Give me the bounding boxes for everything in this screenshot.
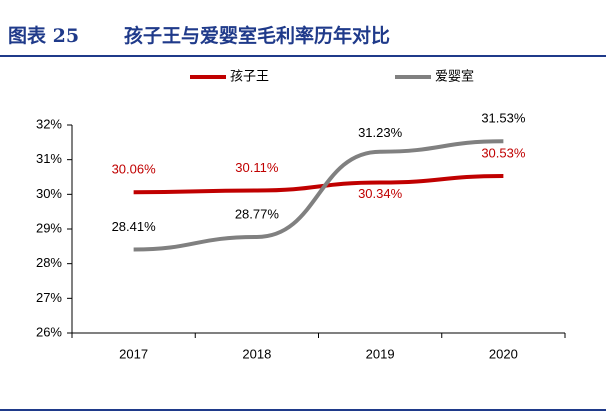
x-tick-label: 2019 — [366, 346, 395, 361]
y-tick-label: 28% — [36, 255, 62, 270]
data-label: 28.41% — [112, 219, 157, 234]
y-tick-label: 31% — [36, 151, 62, 166]
x-tick-label: 2017 — [119, 346, 148, 361]
data-label: 30.06% — [112, 162, 157, 177]
y-tick-label: 32% — [36, 116, 62, 131]
series-line — [133, 139, 504, 252]
legend-label: 爱婴室 — [435, 68, 474, 83]
y-tick-label: 29% — [36, 220, 62, 235]
data-label: 31.23% — [358, 125, 403, 140]
y-tick-label: 27% — [36, 290, 62, 305]
data-label: 30.34% — [358, 186, 403, 201]
x-tick-label: 2020 — [489, 346, 518, 361]
y-tick-label: 26% — [36, 324, 62, 339]
chart-label: 图表 25 — [8, 24, 79, 47]
chart-title: 孩子王与爱婴室毛利率历年对比 — [124, 24, 390, 47]
series-line — [133, 173, 504, 195]
legend-label: 孩子王 — [230, 68, 269, 83]
x-tick-label: 2018 — [242, 346, 271, 361]
data-label: 28.77% — [235, 206, 280, 221]
y-tick-label: 30% — [36, 186, 62, 201]
data-label: 30.11% — [235, 160, 279, 175]
data-label: 31.53% — [481, 111, 526, 126]
data-label: 30.53% — [481, 145, 526, 160]
